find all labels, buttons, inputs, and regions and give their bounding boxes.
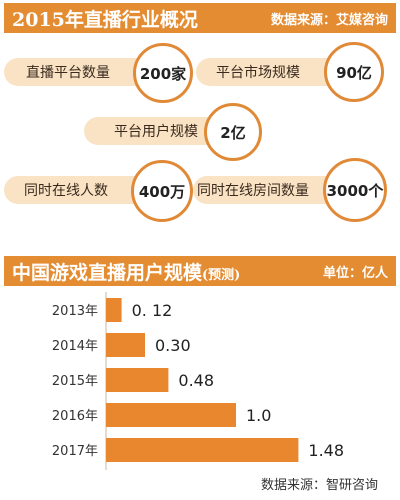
bar: [106, 438, 299, 462]
stat-value: 200家: [139, 64, 187, 83]
chart-banner: 中国游戏直播用户规模(预测) 单位：亿人: [4, 256, 396, 286]
stat-pill-online-rooms: 同时在线房间数量: [193, 176, 345, 204]
bar: [106, 333, 145, 357]
category-label: 2013年: [52, 304, 98, 319]
bar: [106, 368, 169, 392]
stat-value-platform-count: 200家: [133, 43, 193, 103]
chart-title: 中国游戏直播用户规模(预测): [12, 258, 240, 285]
overview-title: 2015年直播行业概况: [12, 8, 198, 31]
stat-label: 直播平台数量: [26, 65, 110, 81]
category-label: 2014年: [52, 339, 98, 354]
stat-value-market-size: 90亿: [324, 42, 384, 102]
chart-title-main: 中国游戏直播用户规模: [12, 261, 203, 284]
stat-value-online-users: 400万: [131, 160, 193, 222]
stat-label: 同时在线人数: [24, 183, 108, 199]
stat-pill-online-users: 同时在线人数: [4, 176, 152, 204]
overview-source: 数据来源：艾媒咨询: [270, 12, 388, 28]
chart-unit: 单位：亿人: [322, 265, 388, 281]
overview-banner: 2015年直播行业概况 数据来源：艾媒咨询: [4, 3, 396, 33]
chart-source: 数据来源：智研咨询: [260, 478, 378, 493]
stat-value: 2亿: [220, 123, 246, 142]
stat-label: 平台市场规模: [216, 65, 300, 81]
stat-value-user-scale: 2亿: [204, 103, 262, 161]
stat-value-online-rooms: 3000个: [323, 158, 387, 222]
stat-label: 平台用户规模: [114, 124, 198, 140]
bar: [106, 403, 236, 427]
data-label: 0. 12: [132, 301, 173, 320]
stat-value: 3000个: [326, 181, 384, 200]
chart-title-suffix: (预测): [202, 267, 241, 283]
category-label: 2017年: [52, 444, 98, 459]
bar: [106, 298, 122, 322]
stat-pill-user-scale: 平台用户规模: [84, 117, 224, 145]
category-label: 2015年: [52, 374, 98, 389]
data-label: 0.30: [155, 336, 191, 355]
stat-value: 400万: [138, 182, 186, 201]
stat-label: 同时在线房间数量: [197, 183, 309, 199]
data-label: 1.48: [308, 441, 344, 460]
data-label: 1.0: [246, 406, 271, 425]
stat-pill-market-size: 平台市场规模: [196, 58, 346, 86]
data-label: 0.48: [178, 371, 214, 390]
stat-value: 90亿: [336, 63, 372, 82]
bar-chart: 2013年 0. 12 2014年 0.30 2015年 0.48 2016年 1.0 2017…: [52, 292, 344, 470]
category-label: 2016年: [52, 409, 98, 424]
